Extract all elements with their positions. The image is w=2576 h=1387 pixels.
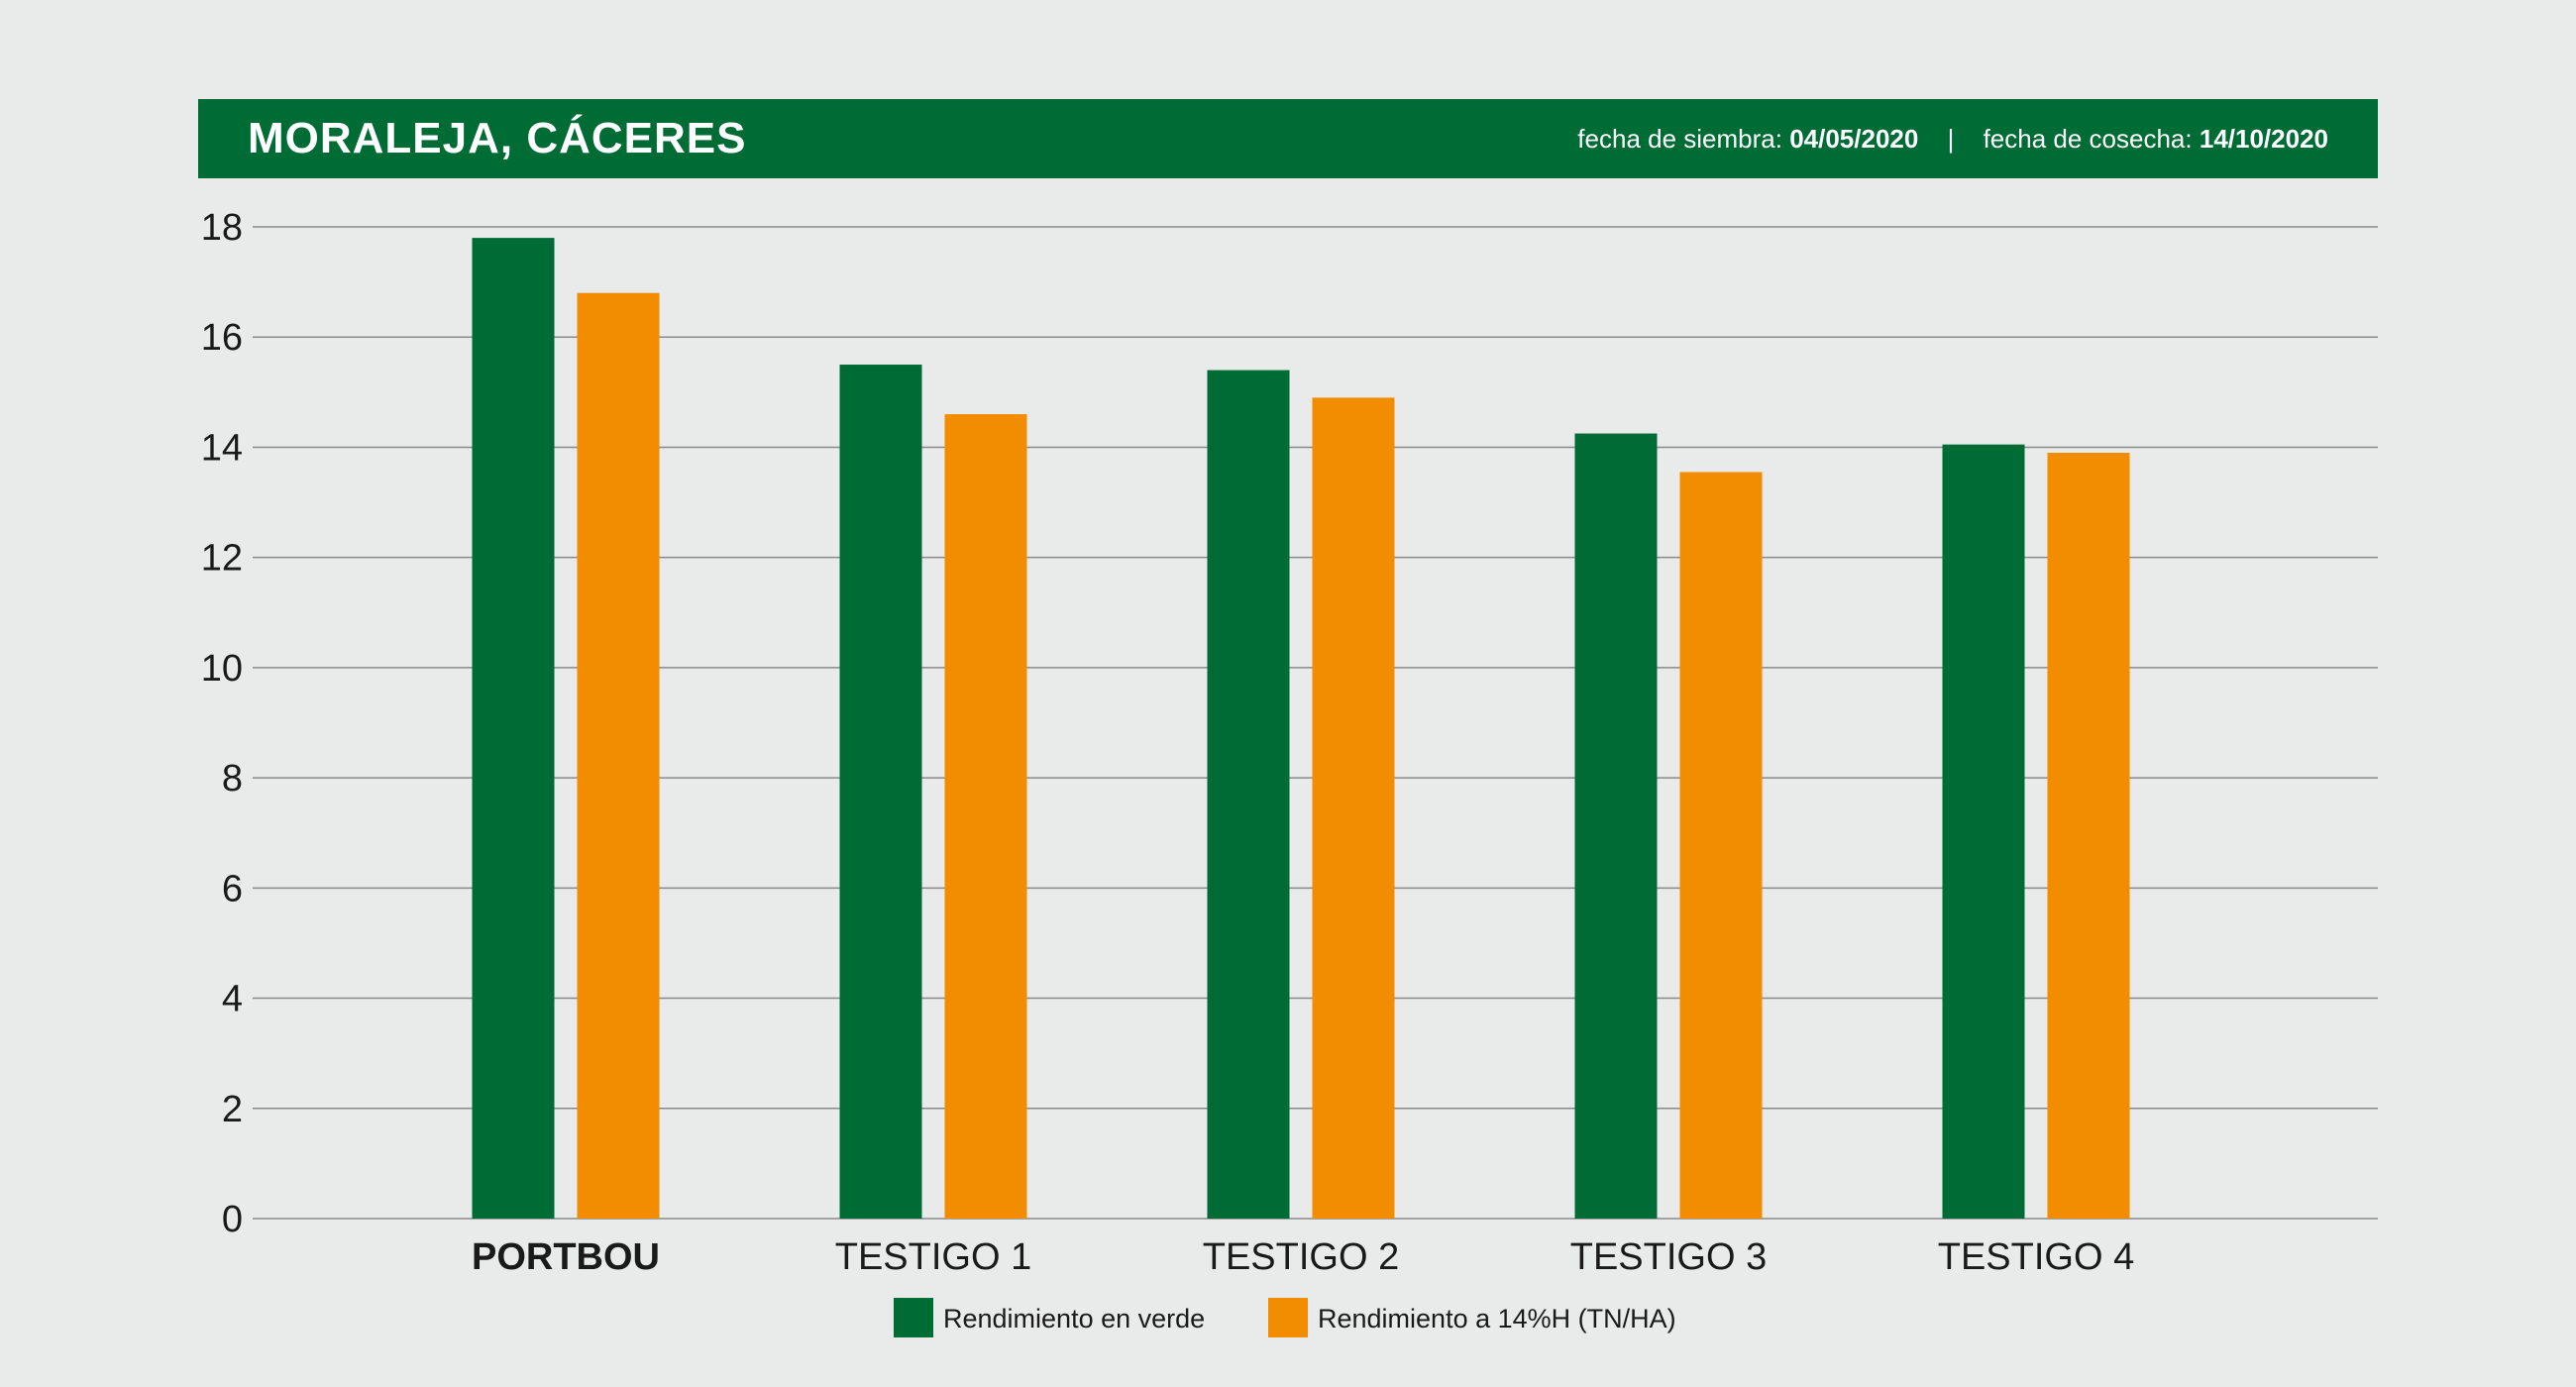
legend-swatch [1268, 1298, 1308, 1337]
y-tick-label: 6 [222, 868, 243, 909]
x-tick-label: TESTIGO 1 [835, 1236, 1031, 1278]
header-separator: | [1947, 124, 1955, 154]
y-tick-label: 10 [201, 648, 243, 690]
legend-label: Rendimiento en verde [943, 1304, 1205, 1334]
y-tick-label: 0 [222, 1199, 243, 1240]
legend: Rendimiento en verde Rendimiento a 14%H (… [894, 1298, 1676, 1337]
bar-humedad-2 [944, 414, 1027, 1220]
bar-verde-1 [472, 238, 555, 1220]
y-tick-label: 14 [201, 427, 243, 469]
chart-header: MORALEJA, CÁCERES fecha de siembra: 04/0… [198, 99, 2378, 178]
sowing-date-value: 04/05/2020 [1789, 124, 1919, 154]
x-tick-label: TESTIGO 2 [1203, 1236, 1399, 1278]
sowing-date-label: fecha de siembra: [1577, 124, 1782, 154]
bar-verde-5 [1942, 444, 2025, 1219]
harvest-date-label: fecha de cosecha: [1983, 124, 2193, 154]
y-tick-label: 4 [222, 979, 243, 1020]
y-tick-label: 8 [222, 758, 243, 800]
bars [472, 238, 2130, 1220]
bar-verde-4 [1574, 433, 1658, 1220]
bar-humedad-4 [1679, 472, 1763, 1219]
x-tick-label: TESTIGO 4 [1938, 1236, 2134, 1278]
x-axis-ticks: PORTBOU TESTIGO 1 TESTIGO 2 TESTIGO 3 TESTIG… [472, 1236, 2134, 1278]
y-tick-label: 16 [201, 317, 243, 359]
harvest-date-value: 14/10/2020 [2199, 124, 2328, 154]
legend-label: Rendimiento a 14%H (TN/HA) [1318, 1304, 1676, 1334]
x-tick-label: PORTBOU [472, 1236, 660, 1278]
chart-title: MORALEJA, CÁCERES [248, 114, 747, 162]
y-tick-label: 2 [222, 1089, 243, 1130]
y-axis-ticks: 0 2 4 6 8 10 12 14 16 18 [201, 207, 243, 1240]
bar-verde-2 [839, 365, 922, 1219]
bar-humedad-3 [1312, 397, 1395, 1220]
bar-humedad-5 [2047, 453, 2130, 1219]
bar-humedad-1 [577, 292, 660, 1219]
x-tick-label: TESTIGO 3 [1570, 1236, 1767, 1278]
bar-verde-3 [1207, 370, 1290, 1220]
y-tick-label: 12 [201, 538, 243, 580]
header-dates: fecha de siembra: 04/05/2020 | fecha de … [1577, 99, 2328, 178]
y-tick-label: 18 [201, 207, 243, 249]
legend-swatch [894, 1298, 933, 1337]
